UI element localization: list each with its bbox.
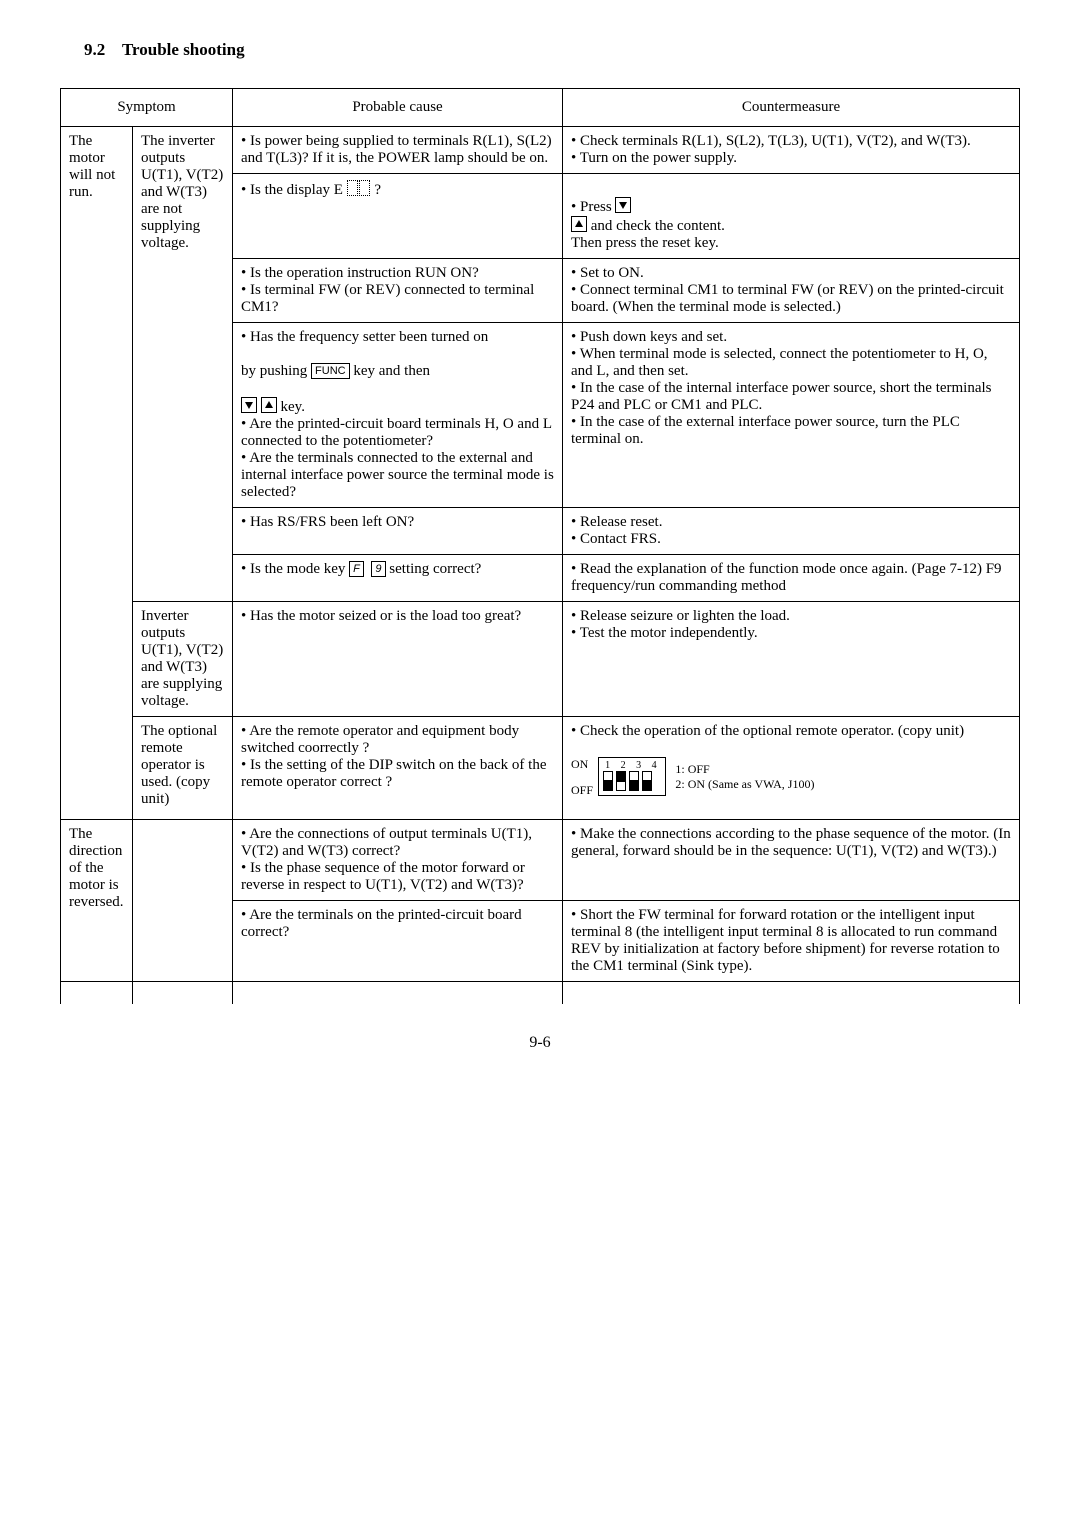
cm-display: • Press and check the content. Then pres… <box>563 174 1020 259</box>
down-key-icon <box>241 397 257 413</box>
header-symptom: Symptom <box>61 89 233 127</box>
symptom-no-volt: The inverter outputs U(T1), V(T2) and W(… <box>133 127 233 602</box>
section-title: Trouble shooting <box>122 40 245 59</box>
cause-seized: • Has the motor seized or is the load to… <box>233 602 563 717</box>
cause-pcb: • Are the terminals on the printed-circu… <box>233 901 563 982</box>
cm-seized: • Release seizure or lighten the load. •… <box>563 602 1020 717</box>
cause-rsfrs: • Has RS/FRS been left ON? <box>233 508 563 555</box>
cause-conn: • Are the connections of output terminal… <box>233 820 563 901</box>
header-counter: Countermeasure <box>563 89 1020 127</box>
dip-switch-icon: 1 2 3 4 <box>598 757 666 796</box>
cm-mode: • Read the explanation of the function m… <box>563 555 1020 602</box>
page-number: 9-6 <box>60 1034 1020 1052</box>
cause-display: • Is the display E ? <box>233 174 563 259</box>
down-key-icon <box>615 197 631 213</box>
nine-key: 9 <box>371 561 385 577</box>
up-key-icon <box>571 216 587 232</box>
symptom-remote: The optional remote operator is used. (c… <box>133 717 233 820</box>
cm-remote: • Check the operation of the optional re… <box>563 717 1020 820</box>
cm-run: • Set to ON. • Connect terminal CM1 to t… <box>563 259 1020 323</box>
symptom-volt: Inverter outputs U(T1), V(T2) and W(T3) … <box>133 602 233 717</box>
cause-mode: • Is the mode key F 9 setting correct? <box>233 555 563 602</box>
section-heading: 9.2 Trouble shooting <box>84 40 1020 60</box>
header-cause: Probable cause <box>233 89 563 127</box>
cm-pcb: • Short the FW terminal for forward rota… <box>563 901 1020 982</box>
cause-remote: • Are the remote operator and equipment … <box>233 717 563 820</box>
seg-icon <box>347 180 358 196</box>
cm-rsfrs: • Release reset. • Contact FRS. <box>563 508 1020 555</box>
f-key: F <box>349 561 364 577</box>
symptom-not-run: The motor will not run. <box>61 127 133 820</box>
seg-icon <box>359 180 370 196</box>
up-key-icon <box>261 397 277 413</box>
cause-power: • Is power being supplied to terminals R… <box>233 127 563 174</box>
troubleshooting-table: Symptom Probable cause Countermeasure Th… <box>60 88 1020 1004</box>
cm-freq: • Push down keys and set. • When termina… <box>563 323 1020 508</box>
cm-power: • Check terminals R(L1), S(L2), T(L3), U… <box>563 127 1020 174</box>
symptom-dir-rev: The direction of the motor is reversed. <box>61 820 133 982</box>
cm-conn: • Make the connections according to the … <box>563 820 1020 901</box>
cause-freq: • Has the frequency setter been turned o… <box>233 323 563 508</box>
cause-run: • Is the operation instruction RUN ON? •… <box>233 259 563 323</box>
section-number: 9.2 <box>84 40 105 59</box>
func-key: FUNC <box>311 363 350 379</box>
